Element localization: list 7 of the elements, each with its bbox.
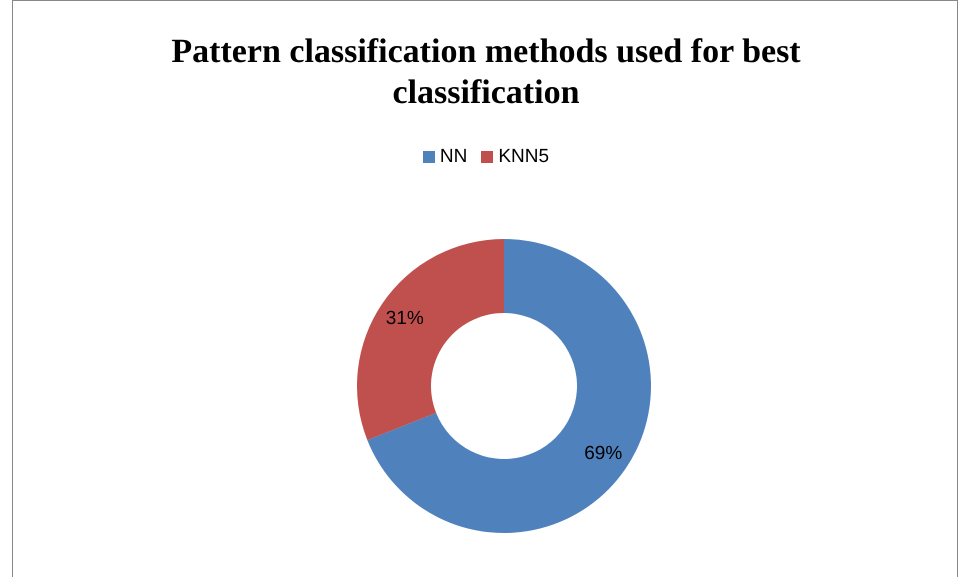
data-label: 31% (386, 308, 424, 330)
donut-slice (367, 239, 651, 533)
data-label: 69% (584, 442, 622, 464)
donut-slice (357, 239, 504, 440)
legend-label: NN (440, 146, 468, 168)
chart-title: Pattern classification methods used for best classification (170, 32, 802, 113)
legend-label: KNN5 (498, 146, 550, 168)
